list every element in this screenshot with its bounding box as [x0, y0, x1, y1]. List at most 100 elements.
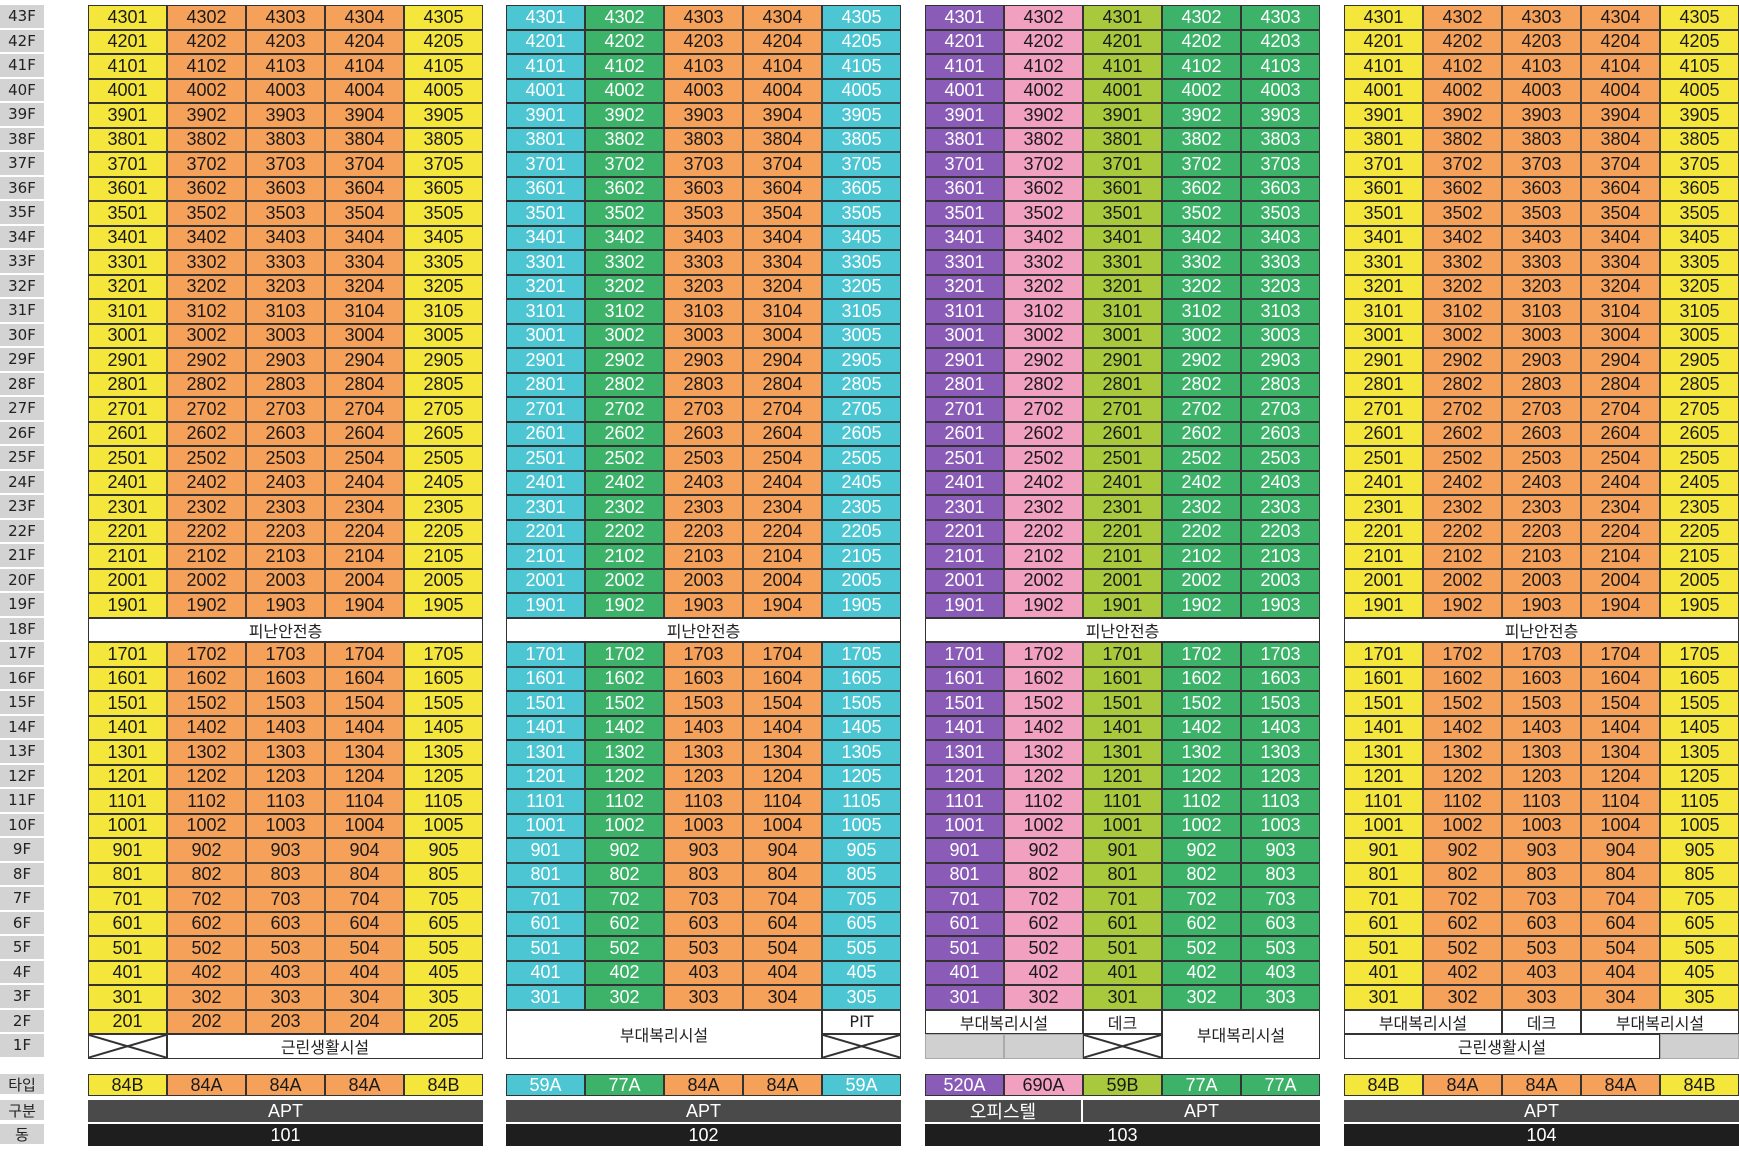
unit-cell: 2503 [1241, 446, 1320, 471]
unit-cell: 1001 [88, 813, 167, 838]
unit-cell: 3702 [167, 152, 246, 177]
unit-cell: 1402 [1162, 715, 1241, 740]
unit-cell: 2402 [1004, 470, 1083, 495]
refuge-floor-band: 피난안전층 [1344, 617, 1739, 642]
unit-cell: 3405 [822, 225, 901, 250]
unit-cell: 1103 [246, 789, 325, 814]
floor-label-4f: 4F [0, 960, 44, 985]
unit-cell: 2402 [585, 470, 664, 495]
unit-cell: 2302 [585, 495, 664, 520]
unit-cell: 3204 [325, 274, 404, 299]
unit-cell: 3504 [325, 201, 404, 226]
unit-cell: 1301 [1344, 740, 1423, 765]
facility-block: 부대복리시설 [1344, 1009, 1502, 1034]
unit-cell: 702 [167, 887, 246, 912]
unit-cell: 3405 [1660, 225, 1739, 250]
unit-cell: 1501 [506, 691, 585, 716]
unit-cell: 1401 [925, 715, 1004, 740]
unit-cell: 805 [822, 862, 901, 887]
unit-cell: 3102 [167, 299, 246, 324]
unit-cell: 3901 [88, 103, 167, 128]
unit-cell: 4203 [1502, 29, 1581, 54]
unit-cell: 602 [585, 911, 664, 936]
unit-cell: 701 [506, 887, 585, 912]
unit-cell: 2302 [1004, 495, 1083, 520]
unit-cell: 3801 [506, 127, 585, 152]
unit-cell: 705 [1660, 887, 1739, 912]
unit-cell: 2902 [1162, 348, 1241, 373]
refuge-floor-band: 피난안전층 [88, 617, 483, 642]
unit-cell: 2605 [1660, 421, 1739, 446]
unit-cell: 505 [1660, 936, 1739, 961]
unit-cell: 2304 [1581, 495, 1660, 520]
unit-cell: 3603 [246, 176, 325, 201]
unit-cell: 2602 [585, 421, 664, 446]
unit-cell: 3502 [167, 201, 246, 226]
unit-cell: 1903 [1502, 593, 1581, 618]
unit-cell: 2703 [1241, 397, 1320, 422]
unit-cell: 2904 [325, 348, 404, 373]
unit-cell: 2904 [743, 348, 822, 373]
unit-cell: 3602 [585, 176, 664, 201]
floor-label-31f: 31F [0, 299, 44, 324]
unit-cell: 1101 [1083, 789, 1162, 814]
type-cell: 84B [404, 1074, 483, 1096]
unit-cell: 1603 [664, 666, 743, 691]
unit-cell: 1705 [822, 642, 901, 667]
unit-cell: 4102 [1423, 54, 1502, 79]
unit-cell: 503 [1502, 936, 1581, 961]
unit-cell: 4002 [1004, 78, 1083, 103]
unit-cell: 905 [822, 838, 901, 863]
unit-cell: 3002 [167, 323, 246, 348]
unit-cell: 3402 [585, 225, 664, 250]
unit-cell: 1301 [925, 740, 1004, 765]
unit-cell: 3003 [1502, 323, 1581, 348]
unit-cell: 2601 [1083, 421, 1162, 446]
unit-cell: 404 [1581, 960, 1660, 985]
unit-cell: 2403 [246, 470, 325, 495]
unit-cell: 4001 [1083, 78, 1162, 103]
unit-cell: 3903 [246, 103, 325, 128]
unit-cell: 2502 [585, 446, 664, 471]
unit-cell: 3301 [506, 250, 585, 275]
unit-cell: 1501 [925, 691, 1004, 716]
unit-cell: 4203 [1241, 29, 1320, 54]
unit-cell: 3503 [664, 201, 743, 226]
unit-cell: 2701 [925, 397, 1004, 422]
unit-cell: 805 [404, 862, 483, 887]
unit-cell: 3904 [743, 103, 822, 128]
unit-cell: 2404 [325, 470, 404, 495]
unit-cell: 1901 [1083, 593, 1162, 618]
unit-cell: 3305 [404, 250, 483, 275]
floor-label-19f: 19F [0, 593, 44, 618]
unit-cell: 2103 [246, 544, 325, 569]
unit-cell: 402 [585, 960, 664, 985]
refuge-floor-band: 피난안전층 [506, 617, 901, 642]
unit-cell: 2205 [404, 519, 483, 544]
type-cell: 59B [1083, 1074, 1162, 1096]
unit-cell: 1003 [664, 813, 743, 838]
unit-cell: 1003 [246, 813, 325, 838]
unit-cell: 1703 [664, 642, 743, 667]
unit-cell: 4104 [743, 54, 822, 79]
unit-cell: 1001 [506, 813, 585, 838]
unit-cell: 1402 [585, 715, 664, 740]
unit-cell: 1505 [404, 691, 483, 716]
facility-block: 부대복리시설 [506, 1009, 822, 1059]
unit-cell: 3902 [1423, 103, 1502, 128]
unit-cell: 1101 [88, 789, 167, 814]
unit-cell: 3403 [664, 225, 743, 250]
unit-cell: 703 [246, 887, 325, 912]
unit-cell: 305 [404, 985, 483, 1010]
unit-cell: 4102 [167, 54, 246, 79]
unit-cell: 1701 [1083, 642, 1162, 667]
unit-cell: 4204 [743, 29, 822, 54]
unit-cell: 1704 [1581, 642, 1660, 667]
unit-cell: 905 [1660, 838, 1739, 863]
floor-label-39f: 39F [0, 103, 44, 128]
unit-cell: 3402 [167, 225, 246, 250]
floor-label-40f: 40F [0, 78, 44, 103]
unit-cell: 3003 [664, 323, 743, 348]
unit-cell: 2505 [1660, 446, 1739, 471]
unit-cell: 4005 [404, 78, 483, 103]
